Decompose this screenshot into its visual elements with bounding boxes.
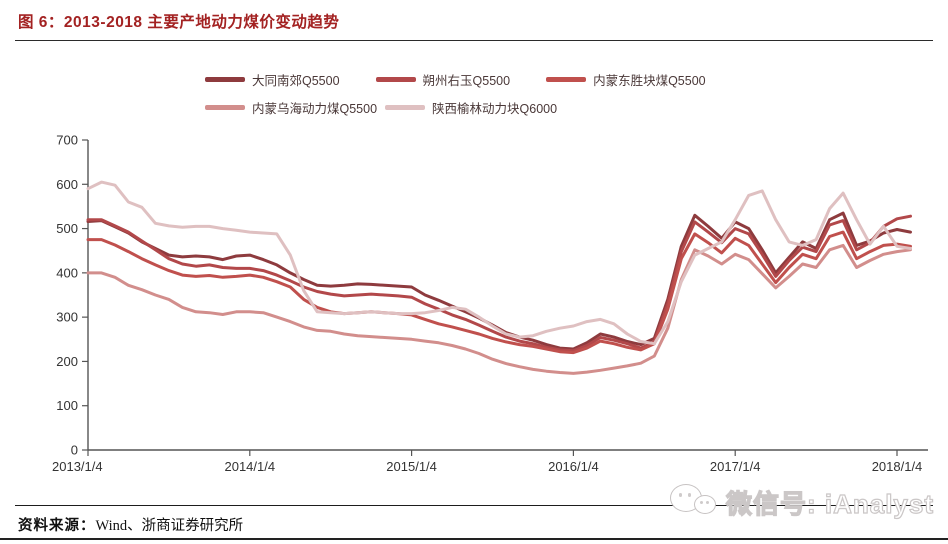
y-tick-label: 700 [56,133,78,148]
legend-row-1: 大同南郊Q5500 朔州右玉Q5500 内蒙东胜块煤Q5500 [205,70,925,89]
bottom-border [0,538,948,540]
series-line-4 [86,243,912,375]
wechat-icon [668,481,720,523]
title-divider [15,40,933,41]
x-tick-label: 2013/1/4 [52,459,103,474]
source-note: 资料来源：Wind、浙商证券研究所 [18,514,243,535]
legend-item-3: 内蒙东胜块煤Q5500 [546,70,706,89]
series-line-5 [86,180,912,346]
y-tick-label: 300 [56,310,78,325]
y-tick-label: 100 [56,398,78,413]
series-line-3 [86,230,912,355]
y-tick-label: 500 [56,221,78,236]
legend-swatch [385,105,426,110]
price-line-chart: 0 100 200 300 400 500 600 700 2013/1/4 2014/1/4 20… [52,133,928,474]
legend-swatch [205,105,245,110]
legend-swatch [205,77,245,82]
figure-title: 图 6：2013-2018 主要产地动力煤价变动趋势 [18,14,340,31]
x-tick-label: 2018/1/4 [872,459,923,474]
x-tick-label: 2014/1/4 [224,459,275,474]
legend-swatch [546,77,587,82]
legend-swatch [375,77,416,82]
x-tick-label: 2015/1/4 [386,459,437,474]
source-label: 资料来源： [18,518,96,534]
chat-bubble-small [693,495,716,514]
legend-item-5: 陕西榆林动力块Q6000 [385,98,557,117]
chart-legend: 大同南郊Q5500 朔州右玉Q5500 内蒙东胜块煤Q5500 内蒙乌海动力煤Q55… [205,70,925,126]
legend-item-4: 内蒙乌海动力煤Q5500 [205,98,377,117]
legend-label: 陕西榆林动力块Q6000 [432,102,558,116]
y-tick-label: 600 [56,177,78,192]
legend-item-2: 朔州右玉Q5500 [375,70,511,89]
y-tick-label: 0 [71,443,78,458]
legend-label: 大同南郊Q5500 [252,74,340,88]
wechat-watermark: 微信号: iAnalyst [668,481,934,523]
legend-label: 内蒙乌海动力煤Q5500 [252,102,378,116]
y-tick-label: 400 [56,265,78,280]
legend-label: 内蒙东胜块煤Q5500 [593,74,706,88]
source-text: Wind、浙商证券研究所 [95,518,244,534]
footer-divider [15,505,933,506]
legend-label: 朔州右玉Q5500 [422,74,511,88]
legend-row-2: 内蒙乌海动力煤Q5500 陕西榆林动力块Q6000 [205,98,925,117]
x-tick-label: 2016/1/4 [548,459,599,474]
x-tick-label: 2017/1/4 [710,459,761,474]
legend-item-1: 大同南郊Q5500 [205,70,340,89]
watermark-text: 微信号: iAnalyst [725,488,934,519]
series-line-2 [86,214,912,353]
y-tick-label: 200 [56,354,78,369]
